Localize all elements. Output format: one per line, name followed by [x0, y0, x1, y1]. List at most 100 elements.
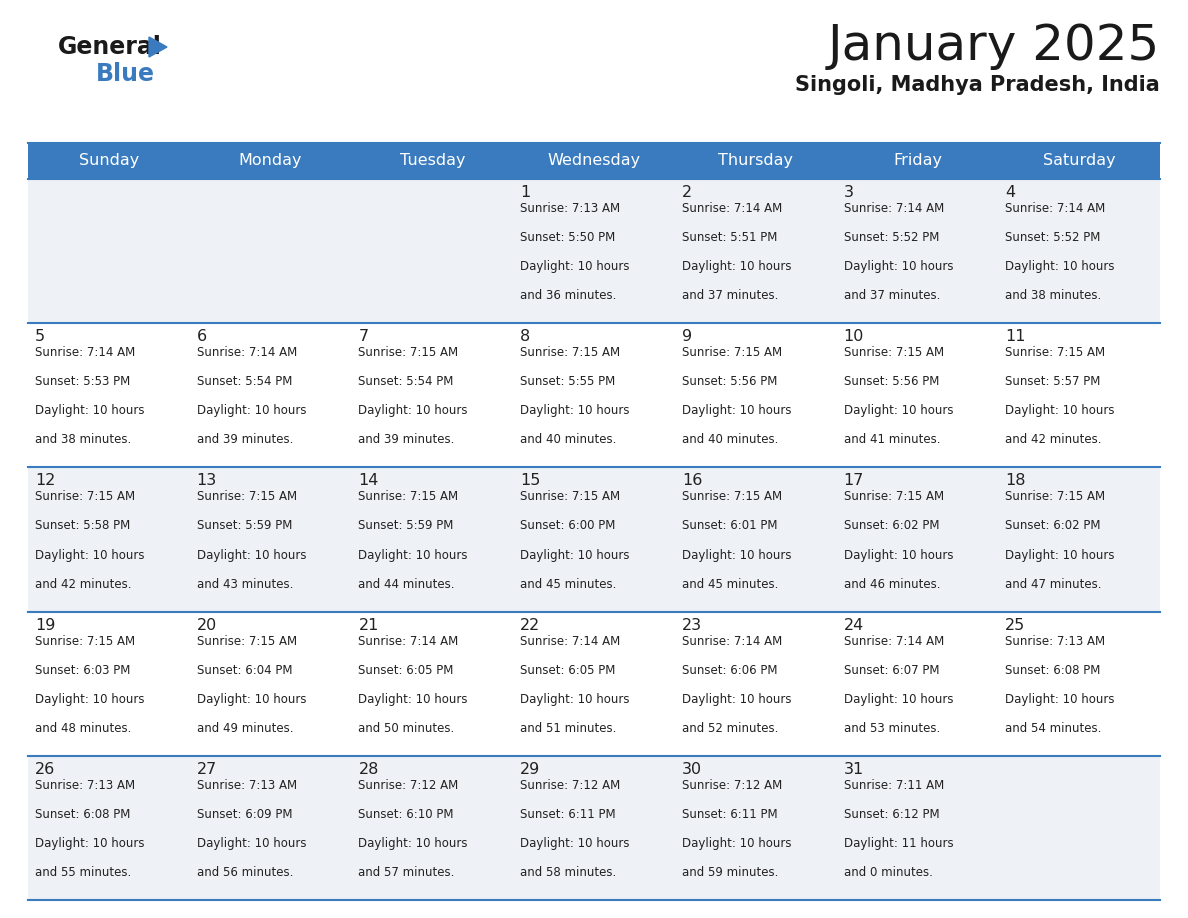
Text: Sunrise: 7:13 AM: Sunrise: 7:13 AM	[34, 778, 135, 792]
Text: and 57 minutes.: and 57 minutes.	[359, 866, 455, 879]
Text: and 45 minutes.: and 45 minutes.	[682, 577, 778, 590]
Text: Daylight: 10 hours: Daylight: 10 hours	[520, 260, 630, 273]
Text: and 55 minutes.: and 55 minutes.	[34, 866, 131, 879]
Text: Sunrise: 7:12 AM: Sunrise: 7:12 AM	[682, 778, 782, 792]
Text: Sunset: 6:06 PM: Sunset: 6:06 PM	[682, 664, 777, 677]
Text: 16: 16	[682, 474, 702, 488]
Text: Daylight: 10 hours: Daylight: 10 hours	[359, 693, 468, 706]
Text: 7: 7	[359, 330, 368, 344]
Text: 1: 1	[520, 185, 530, 200]
Text: Sunrise: 7:14 AM: Sunrise: 7:14 AM	[34, 346, 135, 359]
Text: Daylight: 10 hours: Daylight: 10 hours	[682, 548, 791, 562]
Text: and 39 minutes.: and 39 minutes.	[359, 433, 455, 446]
Text: Daylight: 10 hours: Daylight: 10 hours	[843, 548, 953, 562]
Text: Sunset: 5:50 PM: Sunset: 5:50 PM	[520, 231, 615, 244]
Text: Sunset: 5:52 PM: Sunset: 5:52 PM	[843, 231, 939, 244]
Text: Sunrise: 7:14 AM: Sunrise: 7:14 AM	[682, 202, 782, 215]
Text: and 58 minutes.: and 58 minutes.	[520, 866, 617, 879]
Text: Sunrise: 7:13 AM: Sunrise: 7:13 AM	[197, 778, 297, 792]
Text: Sunset: 5:56 PM: Sunset: 5:56 PM	[682, 375, 777, 388]
Text: 22: 22	[520, 618, 541, 633]
Text: Saturday: Saturday	[1043, 153, 1116, 169]
Text: 8: 8	[520, 330, 530, 344]
Text: Sunset: 6:11 PM: Sunset: 6:11 PM	[520, 808, 615, 821]
Text: 14: 14	[359, 474, 379, 488]
Text: and 50 minutes.: and 50 minutes.	[359, 722, 455, 734]
Text: Sunrise: 7:15 AM: Sunrise: 7:15 AM	[682, 490, 782, 503]
Text: and 37 minutes.: and 37 minutes.	[682, 289, 778, 302]
Text: and 45 minutes.: and 45 minutes.	[520, 577, 617, 590]
Text: Sunset: 5:57 PM: Sunset: 5:57 PM	[1005, 375, 1100, 388]
Text: Daylight: 10 hours: Daylight: 10 hours	[520, 404, 630, 418]
Text: Sunrise: 7:11 AM: Sunrise: 7:11 AM	[843, 778, 943, 792]
Text: Sunrise: 7:15 AM: Sunrise: 7:15 AM	[197, 634, 297, 647]
Text: Sunrise: 7:14 AM: Sunrise: 7:14 AM	[359, 634, 459, 647]
Text: Daylight: 10 hours: Daylight: 10 hours	[34, 404, 145, 418]
Text: Sunrise: 7:15 AM: Sunrise: 7:15 AM	[197, 490, 297, 503]
Text: Daylight: 10 hours: Daylight: 10 hours	[197, 548, 307, 562]
Text: and 40 minutes.: and 40 minutes.	[520, 433, 617, 446]
Text: Tuesday: Tuesday	[399, 153, 465, 169]
Text: Daylight: 10 hours: Daylight: 10 hours	[520, 548, 630, 562]
Text: and 38 minutes.: and 38 minutes.	[1005, 289, 1101, 302]
Text: and 43 minutes.: and 43 minutes.	[197, 577, 293, 590]
Text: Sunrise: 7:14 AM: Sunrise: 7:14 AM	[843, 202, 943, 215]
Text: Friday: Friday	[893, 153, 942, 169]
Text: Sunrise: 7:15 AM: Sunrise: 7:15 AM	[34, 634, 135, 647]
Text: Sunset: 5:53 PM: Sunset: 5:53 PM	[34, 375, 131, 388]
Text: Sunset: 5:59 PM: Sunset: 5:59 PM	[197, 520, 292, 532]
Text: and 37 minutes.: and 37 minutes.	[843, 289, 940, 302]
Text: and 44 minutes.: and 44 minutes.	[359, 577, 455, 590]
Text: 29: 29	[520, 762, 541, 777]
Text: Sunrise: 7:15 AM: Sunrise: 7:15 AM	[682, 346, 782, 359]
Text: Sunset: 6:05 PM: Sunset: 6:05 PM	[359, 664, 454, 677]
Text: Daylight: 10 hours: Daylight: 10 hours	[1005, 693, 1114, 706]
Text: 12: 12	[34, 474, 56, 488]
Text: Sunset: 6:02 PM: Sunset: 6:02 PM	[1005, 520, 1101, 532]
Text: and 40 minutes.: and 40 minutes.	[682, 433, 778, 446]
Text: Sunday: Sunday	[78, 153, 139, 169]
Text: Daylight: 10 hours: Daylight: 10 hours	[197, 837, 307, 850]
Bar	[29, 756, 1159, 900]
Text: Daylight: 10 hours: Daylight: 10 hours	[359, 837, 468, 850]
Text: Sunrise: 7:14 AM: Sunrise: 7:14 AM	[682, 634, 782, 647]
Text: 21: 21	[359, 618, 379, 633]
Text: and 51 minutes.: and 51 minutes.	[520, 722, 617, 734]
Bar	[29, 467, 1159, 611]
Text: and 47 minutes.: and 47 minutes.	[1005, 577, 1101, 590]
Text: and 59 minutes.: and 59 minutes.	[682, 866, 778, 879]
Text: 26: 26	[34, 762, 56, 777]
Text: Sunset: 6:10 PM: Sunset: 6:10 PM	[359, 808, 454, 821]
Text: General: General	[58, 35, 162, 59]
Text: Sunset: 6:04 PM: Sunset: 6:04 PM	[197, 664, 292, 677]
Text: Daylight: 10 hours: Daylight: 10 hours	[843, 260, 953, 273]
Text: Sunset: 5:56 PM: Sunset: 5:56 PM	[843, 375, 939, 388]
Text: and 53 minutes.: and 53 minutes.	[843, 722, 940, 734]
Text: Sunset: 6:11 PM: Sunset: 6:11 PM	[682, 808, 777, 821]
Text: Sunset: 5:58 PM: Sunset: 5:58 PM	[34, 520, 131, 532]
Text: Daylight: 10 hours: Daylight: 10 hours	[843, 693, 953, 706]
Text: Sunset: 6:09 PM: Sunset: 6:09 PM	[197, 808, 292, 821]
Text: 13: 13	[197, 474, 217, 488]
Text: 10: 10	[843, 330, 864, 344]
Polygon shape	[148, 37, 168, 57]
Text: January 2025: January 2025	[828, 22, 1159, 70]
Text: 28: 28	[359, 762, 379, 777]
Text: and 39 minutes.: and 39 minutes.	[197, 433, 293, 446]
Text: and 46 minutes.: and 46 minutes.	[843, 577, 940, 590]
Text: Daylight: 10 hours: Daylight: 10 hours	[34, 548, 145, 562]
Text: and 52 minutes.: and 52 minutes.	[682, 722, 778, 734]
Text: Daylight: 10 hours: Daylight: 10 hours	[843, 404, 953, 418]
Text: Sunrise: 7:12 AM: Sunrise: 7:12 AM	[520, 778, 620, 792]
Text: Sunrise: 7:15 AM: Sunrise: 7:15 AM	[520, 490, 620, 503]
Text: and 42 minutes.: and 42 minutes.	[34, 577, 132, 590]
Text: and 42 minutes.: and 42 minutes.	[1005, 433, 1101, 446]
Text: Daylight: 11 hours: Daylight: 11 hours	[843, 837, 953, 850]
Text: and 48 minutes.: and 48 minutes.	[34, 722, 132, 734]
Text: Thursday: Thursday	[719, 153, 794, 169]
Text: Sunrise: 7:15 AM: Sunrise: 7:15 AM	[359, 346, 459, 359]
Text: 3: 3	[843, 185, 853, 200]
Text: Daylight: 10 hours: Daylight: 10 hours	[520, 693, 630, 706]
Text: 9: 9	[682, 330, 691, 344]
Text: Sunset: 6:03 PM: Sunset: 6:03 PM	[34, 664, 131, 677]
